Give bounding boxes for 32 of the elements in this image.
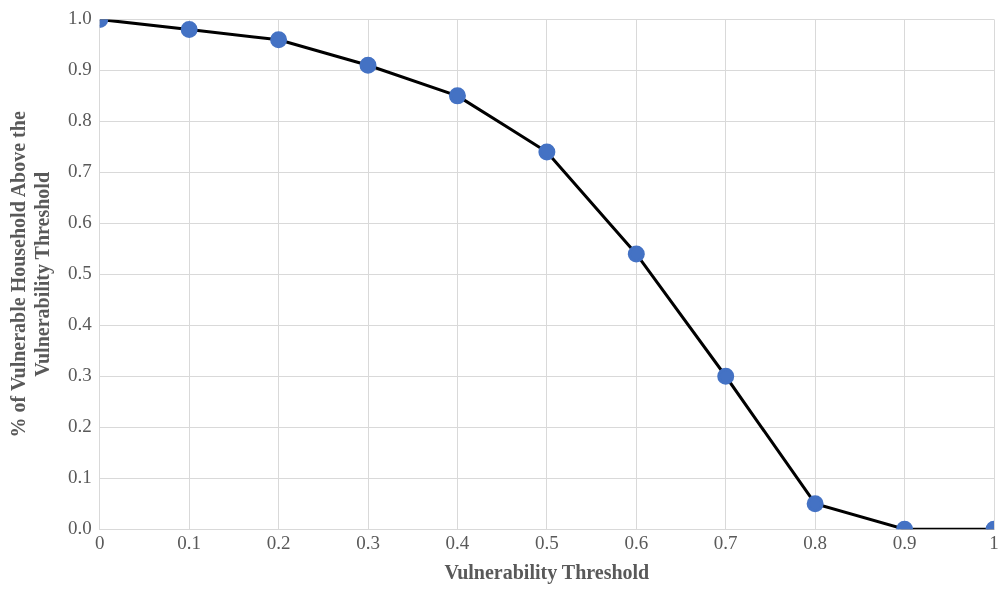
- point: [538, 143, 556, 161]
- y-tick-label: 0.9: [68, 58, 92, 80]
- x-tick-label: 0.5: [535, 531, 559, 553]
- y-tick-label: 0.0: [68, 517, 92, 539]
- y-tick-label: 0.7: [68, 160, 92, 182]
- y-tick-label: 1.0: [68, 7, 92, 29]
- x-tick-label: 0.1: [177, 531, 202, 553]
- point: [448, 87, 466, 105]
- y-tick-label: 0.3: [68, 364, 92, 386]
- x-tick-label: 0.9: [892, 531, 917, 553]
- point: [717, 367, 735, 385]
- y-tick-label: 0.2: [68, 415, 92, 437]
- point: [627, 245, 645, 263]
- x-axis-title: Vulnerability Threshold: [444, 561, 650, 585]
- point: [180, 21, 198, 39]
- point: [806, 495, 824, 513]
- x-tick-label: 0.8: [803, 531, 828, 553]
- x-tick-label: 1: [989, 531, 999, 553]
- x-tick-label: 0.3: [356, 531, 380, 553]
- point: [270, 31, 288, 49]
- y-tick-label: 0.1: [68, 466, 92, 488]
- x-tick-label: 0: [95, 531, 105, 553]
- y-tick-label: 0.6: [68, 211, 92, 233]
- y-tick-label: 0.5: [68, 262, 92, 284]
- x-tick-label: 0.7: [713, 531, 738, 553]
- x-tick-label: 0.2: [266, 531, 291, 553]
- point: [359, 56, 377, 74]
- y-tick-label: 0.8: [68, 109, 92, 131]
- x-tick-label: 0.4: [445, 531, 470, 553]
- y-tick-label: 0.4: [68, 313, 93, 335]
- y-axis-title: % of Vulnerable Household Above the Vulnerability Threshold: [7, 111, 55, 438]
- x-tick-label: 0.6: [624, 531, 649, 553]
